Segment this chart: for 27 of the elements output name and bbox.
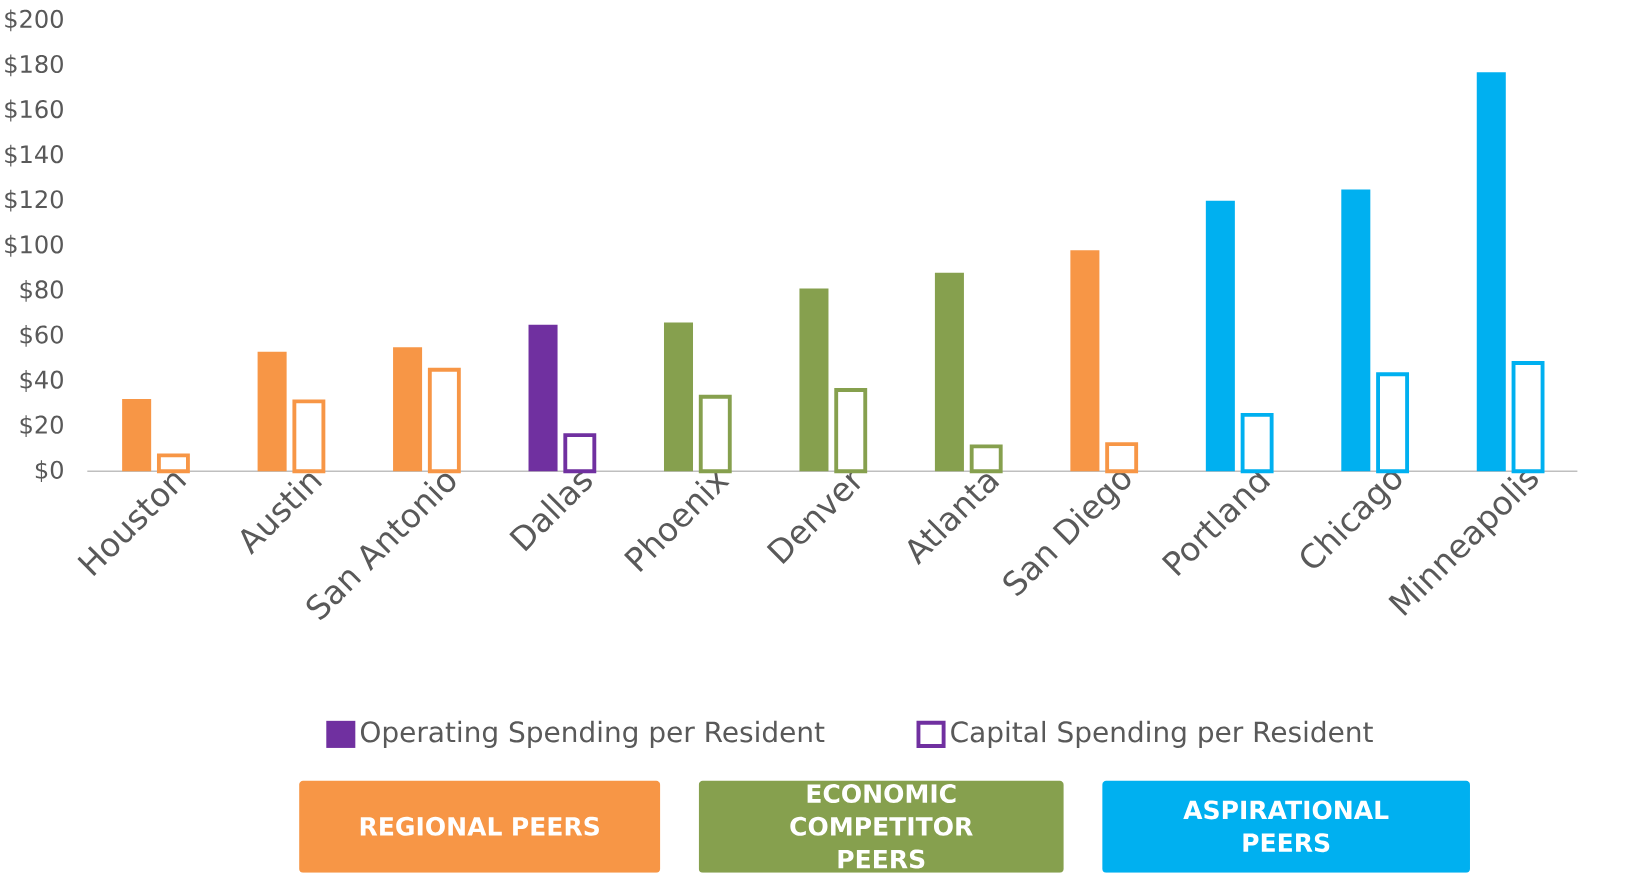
y-tick-label: $40 — [20, 370, 63, 393]
bar — [528, 324, 558, 472]
bar — [257, 351, 287, 472]
y-tick-label: $200 — [5, 9, 63, 32]
y-tick-label: $80 — [20, 280, 63, 302]
y-tick-label: $120 — [5, 189, 63, 212]
text: ECONOMIC COMPETITOR PEERS — [790, 784, 973, 869]
legend-label: Operating Spending per Resident — [360, 720, 825, 749]
y-tick-label: $160 — [5, 99, 63, 122]
y-tick-label: $100 — [5, 234, 63, 257]
y-tick-label: $60 — [20, 325, 63, 347]
bar — [1070, 250, 1100, 472]
bar — [663, 322, 694, 472]
y-tick-label: $0 — [35, 460, 63, 483]
bar — [1205, 200, 1235, 472]
bar — [934, 272, 964, 472]
bar — [393, 347, 423, 472]
y-tick-label: $20 — [20, 415, 63, 438]
text: ASPIRATIONAL PEERS — [1183, 800, 1389, 853]
bar — [1341, 189, 1371, 472]
bar — [122, 399, 152, 472]
y-tick-label: $140 — [5, 144, 63, 167]
text: REGIONAL PEERS — [360, 816, 599, 836]
y-tick-label: $180 — [5, 54, 63, 77]
legend-label: Capital Spending per Resident — [951, 720, 1373, 749]
bar — [799, 288, 829, 472]
bar — [1476, 72, 1506, 472]
